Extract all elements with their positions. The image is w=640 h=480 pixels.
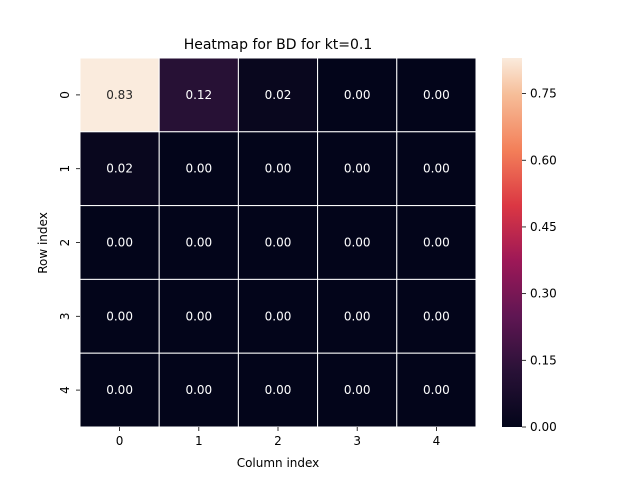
heatmap-cell [79,352,160,428]
colorbar-tick-label: 0.45 [530,220,557,234]
y-axis-ticks: 0 1 2 3 4 [58,91,80,394]
cell-value-label: 0.00 [185,236,212,250]
chart-title: Heatmap for BD for kt=0.1 [184,37,373,53]
cell-value-label: 0.00 [185,383,212,397]
cell-value-label: 0.00 [423,236,450,250]
heatmap-cell [396,131,477,207]
cell-value-label: 0.00 [265,162,292,176]
cell-value-label: 0.00 [344,309,371,323]
cell-value-label: 0.00 [185,309,212,323]
cell-value-label: 0.00 [344,383,371,397]
heatmap-cell [237,352,319,428]
y-tick-label: 2 [58,239,72,247]
x-axis-ticks: 0 1 2 3 4 [116,427,440,448]
colorbar-tick-label: 0.00 [530,420,557,434]
x-tick-label: 1 [195,434,203,448]
heatmap-cell [79,131,160,207]
heatmap-cell [158,205,239,280]
cell-value-label: 0.02 [106,162,133,176]
colorbar [502,58,522,427]
heatmap-cell [237,57,319,133]
colorbar-tick-label: 0.30 [530,287,557,301]
cell-value-label: 0.00 [423,88,450,102]
heatmap-cell [158,57,239,133]
heatmap-cell [158,352,239,428]
heatmap-cell [396,278,477,354]
y-tick-label: 1 [58,165,72,173]
cell-value-label: 0.02 [265,88,292,102]
colorbar-ticks: 0.00 0.15 0.30 0.45 0.60 0.75 [522,87,557,434]
heatmap-cell [237,278,319,354]
cell-value-label: 0.00 [423,383,450,397]
colorbar-tick-label: 0.60 [530,153,557,167]
y-tick-label: 4 [58,386,72,394]
x-tick-label: 3 [353,434,361,448]
heatmap-cell [396,57,477,133]
cell-value-label: 0.00 [344,88,371,102]
heatmap-cell [317,278,398,354]
cell-value-label: 0.00 [265,236,292,250]
cell-value-label: 0.00 [344,162,371,176]
heatmap-cells: 0.83 0.12 0.02 0.00 0.00 0.02 0.00 0.00 0.00 0.00… [79,57,477,428]
cell-value-label: 0.00 [265,309,292,323]
cell-value-label: 0.00 [423,162,450,176]
heatmap-cell [237,131,319,207]
cell-value-label: 0.00 [106,309,133,323]
heatmap-cell [158,278,239,354]
heatmap-cell [79,57,160,133]
y-tick-label: 0 [58,91,72,99]
heatmap-cell [317,205,398,280]
heatmap-cell [396,205,477,280]
cell-value-label: 0.00 [344,236,371,250]
cell-value-label: 0.00 [423,309,450,323]
cell-value-label: 0.00 [106,236,133,250]
y-tick-label: 3 [58,312,72,320]
x-tick-label: 2 [274,434,282,448]
cell-value-label: 0.00 [265,383,292,397]
cell-value-label: 0.12 [185,88,212,102]
x-axis-label: Column index [237,456,320,470]
heatmap-cell [396,352,477,428]
heatmap-cell [317,57,398,133]
colorbar-tick-label: 0.75 [530,87,557,101]
cell-value-label: 0.00 [106,383,133,397]
cell-value-label: 0.83 [106,88,133,102]
cell-value-label: 0.00 [185,162,212,176]
x-tick-label: 4 [433,434,441,448]
x-tick-label: 0 [116,434,124,448]
heatmap-cell [237,205,319,280]
y-axis-label: Row index [36,212,50,274]
colorbar-tick-label: 0.15 [530,353,557,367]
